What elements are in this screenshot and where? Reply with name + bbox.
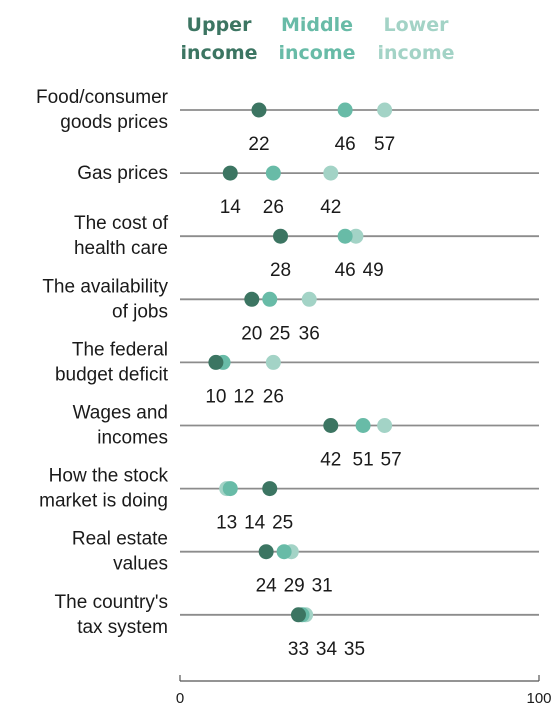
value-label-middle-income: 34 (316, 639, 338, 660)
dot-middle-income (355, 418, 371, 433)
chart-legend: Upper income Middle income Lower income (180, 14, 454, 64)
category-label-line: of jobs (112, 301, 168, 322)
category-label-line: Gas prices (77, 163, 168, 184)
category-label-line: Real estate (72, 529, 168, 550)
value-label-lower-income: 36 (299, 323, 320, 344)
value-label-upper-income: 33 (288, 639, 309, 660)
category-row: Wages and incomes 42 51 57 (73, 403, 539, 471)
category-label-line: health care (74, 238, 168, 259)
value-label-middle-income: 26 (263, 197, 284, 218)
value-label-middle-income: 14 (244, 513, 266, 534)
category-label-line: Wages and (73, 403, 168, 424)
value-label-lower-income: 35 (344, 639, 365, 660)
value-label-middle-income: 46 (335, 260, 356, 281)
value-label-upper-income: 20 (241, 323, 262, 344)
category-row: The federal budget deficit 10 12 26 (55, 339, 539, 407)
category-label-line: The country's (55, 592, 168, 613)
value-label-middle-income: 25 (269, 323, 290, 344)
value-label-lower-income: 26 (263, 386, 284, 407)
legend-lower-income-line-2: income (377, 42, 454, 64)
category-label-line: goods prices (60, 112, 168, 133)
dot-middle-income (262, 291, 278, 307)
category-label-line: incomes (97, 428, 168, 449)
category-label-line: The cost of (74, 213, 169, 234)
value-label-upper-income: 28 (270, 260, 291, 281)
dot-upper-income (222, 165, 238, 181)
value-label-lower-income: 31 (312, 576, 333, 597)
legend-lower-income-line-1: Lower (384, 14, 450, 36)
dot-lower-income (377, 102, 393, 118)
category-label-line: The availability (42, 276, 168, 297)
dot-upper-income (323, 418, 339, 433)
value-label-upper-income: 10 (205, 386, 226, 407)
value-label-lower-income: 57 (374, 134, 395, 155)
value-label-lower-income: 49 (363, 260, 384, 281)
value-label-lower-income: 57 (381, 450, 402, 471)
category-label-line: The federal (72, 339, 168, 360)
dot-middle-income (337, 228, 353, 244)
dot-upper-income (262, 481, 278, 497)
dot-upper-income (244, 291, 260, 307)
category-row: Food/consumer goods prices 22 46 57 (36, 87, 539, 155)
category-row: The cost of health care 28 46 49 (74, 213, 539, 281)
value-label-upper-income: 25 (272, 513, 293, 534)
value-label-upper-income: 14 (220, 197, 242, 218)
dot-middle-income (337, 102, 353, 118)
x-tick-label-100: 100 (526, 690, 551, 706)
value-label-upper-income: 42 (320, 450, 341, 471)
x-axis: 0 100 (176, 675, 552, 706)
legend-middle-income-line-2: income (278, 42, 355, 64)
dot-lower-income (301, 291, 317, 307)
dot-upper-income (258, 544, 274, 560)
dot-lower-income (348, 228, 364, 244)
dot-lower-income (377, 418, 393, 433)
category-label-line: market is doing (39, 491, 168, 512)
legend-upper-income-line-1: Upper (187, 14, 253, 36)
value-label-lower-income: 42 (320, 197, 341, 218)
value-label-upper-income: 24 (256, 576, 278, 597)
value-label-middle-income: 12 (233, 386, 254, 407)
category-row: How the stock market is doing 13 14 25 (39, 466, 539, 534)
dot-lower-income (323, 165, 339, 181)
category-label-line: Food/consumer (36, 87, 169, 108)
category-label-line: budget deficit (55, 364, 169, 385)
dot-middle-income (265, 165, 281, 181)
dot-upper-income (208, 354, 224, 370)
category-row: The country's tax system 33 34 35 (55, 592, 539, 660)
category-label-line: tax system (77, 617, 168, 638)
category-row: Gas prices 14 26 42 (77, 163, 539, 218)
dot-middle-income (222, 481, 238, 497)
dot-upper-income (273, 228, 289, 244)
category-label-line: How the stock (49, 466, 169, 487)
value-label-middle-income: 46 (335, 134, 356, 155)
dot-middle-income (276, 544, 292, 560)
category-row: Real estate values 24 29 31 (72, 529, 539, 597)
value-label-middle-income: 51 (353, 450, 374, 471)
chart-rows: Food/consumer goods prices 22 46 57 Gas price… (36, 87, 539, 660)
dot-upper-income (290, 607, 306, 623)
dot-upper-income (251, 102, 267, 118)
legend-middle-income-line-1: Middle (281, 14, 353, 36)
category-row: The availability of jobs 20 25 36 (42, 276, 539, 344)
value-label-upper-income: 22 (248, 134, 269, 155)
x-tick-label-0: 0 (176, 690, 184, 706)
legend-upper-income-line-2: income (180, 42, 257, 64)
category-label-line: values (113, 554, 168, 575)
value-label-lower-income: 13 (216, 513, 237, 534)
value-label-middle-income: 29 (284, 576, 305, 597)
dot-lower-income (265, 354, 281, 370)
